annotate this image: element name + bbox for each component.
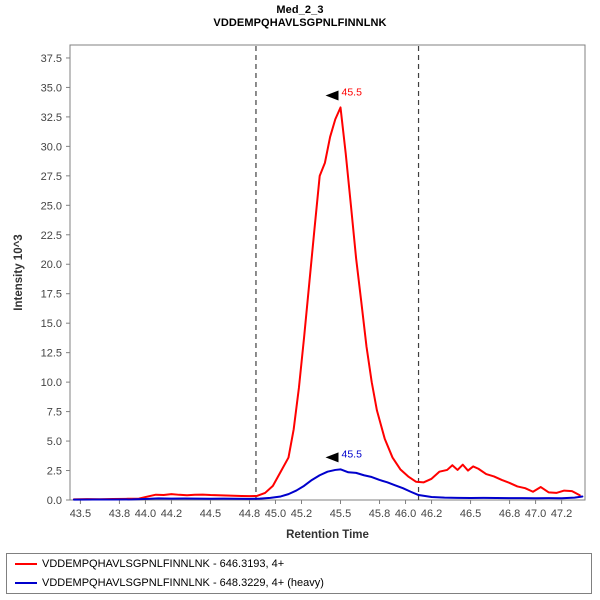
y-axis-tick-label: 30.0 [41, 141, 62, 153]
legend-label-heavy: VDDEMPQHAVLSGPNLFINNLNK - 648.3229, 4+ (… [42, 576, 324, 589]
y-axis-tick-label: 15.0 [41, 318, 62, 330]
y-axis-tick-label: 2.5 [47, 466, 62, 478]
y-axis-tick-label: 17.5 [41, 289, 62, 301]
x-axis-tick-label: 44.5 [200, 508, 221, 520]
x-axis-tick-label: 45.2 [291, 508, 312, 520]
chromatogram-plot[interactable]: 0.0 2.5 5.0 7.5 10.0 12.5 15.0 17.5 20.0 22.5 25.0… [0, 0, 600, 552]
legend-swatch-light [15, 562, 37, 565]
legend: VDDEMPQHAVLSGPNLFINNLNK - 646.3193, 4+ V… [6, 553, 592, 594]
y-axis-tick-label: 35.0 [41, 82, 62, 94]
y-axis-tick-label: 22.5 [41, 230, 62, 242]
peak-marker-triangle [325, 90, 339, 101]
x-axis-tick-label: 46.0 [395, 508, 416, 520]
x-axis-tick-label: 47.0 [525, 508, 546, 520]
y-axis-tick-label: 27.5 [41, 171, 62, 183]
plot-area-frame [69, 44, 586, 501]
legend-label-light: VDDEMPQHAVLSGPNLFINNLNK - 646.3193, 4+ [42, 557, 285, 570]
x-axis-tick-label: 44.0 [135, 508, 156, 520]
peak-retention-time-label: 45.5 [342, 448, 363, 460]
page-subtitle: VDDEMPQHAVLSGPNLFINNLNK [213, 17, 387, 29]
y-axis-label: Intensity 10^3 [13, 234, 25, 310]
x-axis-tick-label: 43.5 [70, 508, 91, 520]
y-axis-tick-label: 0.0 [47, 495, 62, 507]
series-line-heavy[interactable] [72, 468, 584, 501]
x-axis-tick-label: 46.2 [421, 508, 442, 520]
peak-retention-time-label: 45.5 [342, 86, 363, 98]
legend-swatch-heavy [15, 581, 37, 584]
x-axis-tick-label: 45.0 [265, 508, 286, 520]
series-line-light[interactable] [72, 106, 581, 501]
y-axis-tick-label: 5.0 [47, 436, 62, 448]
chart-title-block: Med_2_3 VDDEMPQHAVLSGPNLFINNLNK [0, 4, 600, 30]
x-axis-tick-label: 47.2 [551, 508, 572, 520]
y-axis-tick-label: 32.5 [41, 112, 62, 124]
x-axis-label: Retention Time [286, 529, 369, 541]
y-axis-tick-label: 20.0 [41, 259, 62, 271]
y-axis-tick-label: 25.0 [41, 200, 62, 212]
y-axis-tick-label: 10.0 [41, 377, 62, 389]
x-axis-tick-label: 43.8 [109, 508, 130, 520]
peak-marker-triangle [325, 452, 339, 463]
x-axis-tick-label: 44.8 [239, 508, 260, 520]
x-axis-tick-label: 44.2 [161, 508, 182, 520]
legend-item-light[interactable]: VDDEMPQHAVLSGPNLFINNLNK - 646.3193, 4+ [7, 554, 591, 573]
y-axis-tick-label: 7.5 [47, 407, 62, 419]
y-axis-tick-label: 37.5 [41, 53, 62, 65]
x-axis-tick-label: 45.5 [330, 508, 351, 520]
legend-item-heavy[interactable]: VDDEMPQHAVLSGPNLFINNLNK - 648.3229, 4+ (… [7, 573, 591, 592]
x-axis-tick-label: 46.8 [499, 508, 520, 520]
x-axis-tick-label: 46.5 [460, 508, 481, 520]
page-title: Med_2_3 [276, 4, 324, 16]
y-axis-tick-label: 12.5 [41, 348, 62, 360]
x-axis-tick-label: 45.8 [369, 508, 390, 520]
